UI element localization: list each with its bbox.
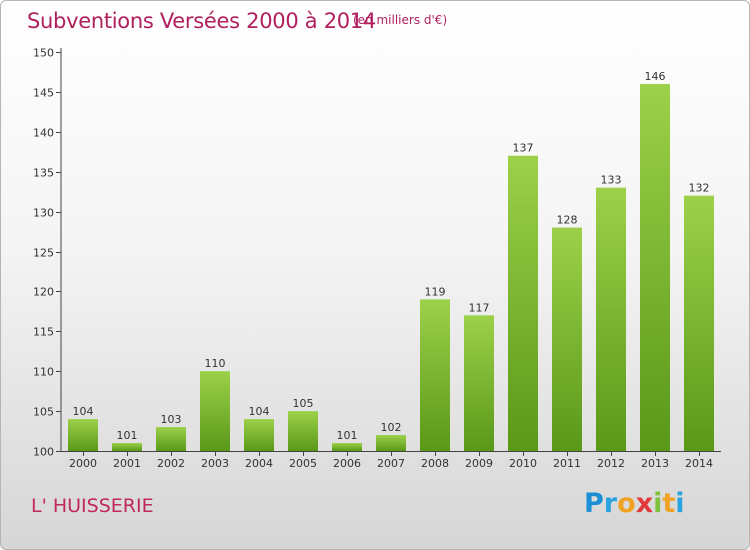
bar-value-label: 105 [293,397,314,410]
y-tick-label: 130 [33,207,54,220]
logo-letter: o [617,488,636,519]
bar-value-label: 102 [381,421,402,434]
logo-letter: P [584,488,604,519]
bar[interactable] [552,227,582,451]
bar[interactable] [464,315,494,451]
bar-value-label: 146 [645,70,666,83]
logo-letter: t [662,488,676,519]
x-tick-label: 2007 [377,457,405,470]
x-tick-label: 2009 [465,457,493,470]
bar-value-label: 132 [689,182,710,195]
y-tick-label: 110 [33,366,54,379]
bar-value-label: 101 [337,429,358,442]
x-tick-label: 2006 [333,457,361,470]
bar-value-label: 104 [249,405,270,418]
x-tick-label: 2005 [289,457,317,470]
proxiti-logo[interactable]: Proxiti [584,488,685,519]
y-tick-label: 150 [33,47,54,60]
bar[interactable] [244,419,274,451]
x-tick-label: 2002 [157,457,185,470]
bar-value-label: 137 [513,142,534,155]
y-tick-label: 115 [33,326,54,339]
bar-value-label: 104 [73,405,94,418]
x-tick-label: 2008 [421,457,449,470]
y-tick-label: 135 [33,167,54,180]
logo-letter: i [653,488,663,519]
bar[interactable] [156,427,186,451]
y-tick-label: 105 [33,406,54,419]
y-tick-label: 145 [33,87,54,100]
y-tick-label: 120 [33,286,54,299]
bar-value-label: 117 [469,301,490,314]
bar[interactable] [332,443,362,451]
logo-letter: i [675,488,685,519]
bar[interactable] [200,371,230,451]
bar[interactable] [376,435,406,451]
x-tick-label: 2010 [509,457,537,470]
x-tick-label: 2003 [201,457,229,470]
x-tick-label: 2004 [245,457,273,470]
bar[interactable] [68,419,98,451]
bar[interactable] [508,155,538,452]
x-tick-label: 2001 [113,457,141,470]
bar-value-label: 101 [117,429,138,442]
bar-value-label: 103 [161,413,182,426]
logo-letter: x [635,488,654,519]
bar[interactable] [288,411,318,451]
x-tick-label: 2014 [685,457,713,470]
bar[interactable] [640,83,670,452]
logo-letter: r [603,488,618,519]
bar-value-label: 110 [205,357,226,370]
y-tick-label: 100 [33,446,54,459]
x-tick-label: 2012 [597,457,625,470]
y-tick-label: 140 [33,127,54,140]
y-tick-label: 125 [33,247,54,260]
chart-unit-label: (en milliers d'€) [353,13,448,27]
x-tick-label: 2000 [69,457,97,470]
bar-value-label: 128 [557,214,578,227]
bar-value-label: 119 [425,285,446,298]
commune-name: L' HUISSERIE [31,495,154,517]
bar-value-label: 133 [601,174,622,187]
chart-title: Subventions Versées 2000 à 2014 [27,9,376,33]
x-tick-label: 2011 [553,457,581,470]
x-tick-label: 2013 [641,457,669,470]
bar[interactable] [112,443,142,451]
bar[interactable] [420,299,450,451]
bar[interactable] [596,187,626,451]
bar[interactable] [684,195,714,451]
